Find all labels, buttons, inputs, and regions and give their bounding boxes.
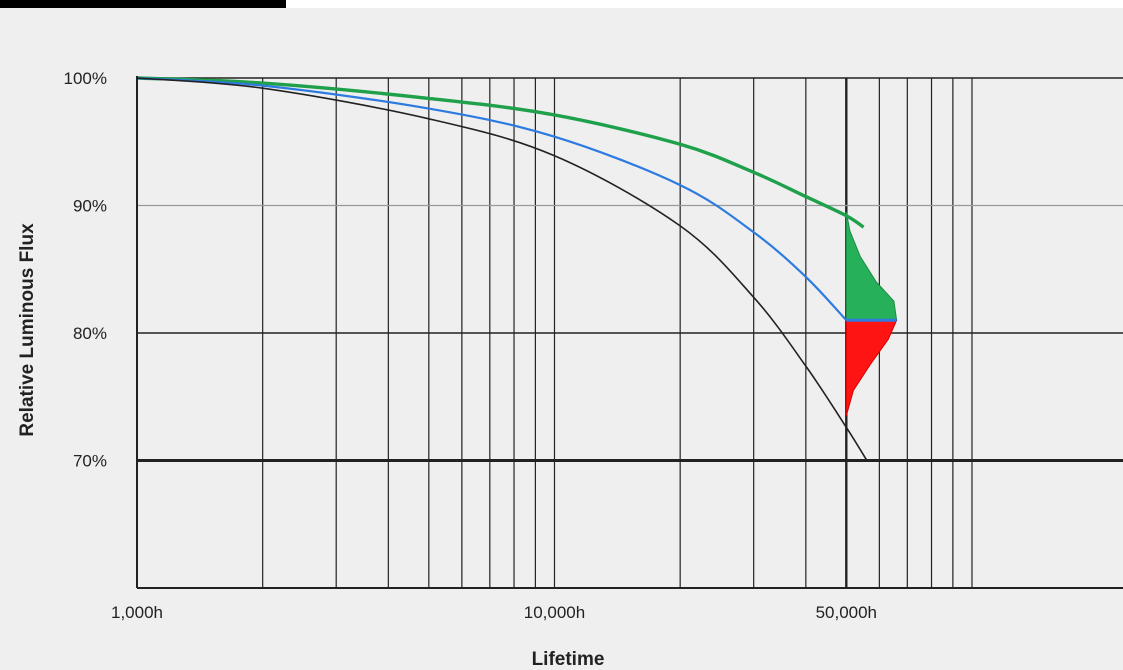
axes bbox=[136, 76, 1123, 589]
distribution-upper bbox=[845, 211, 898, 321]
grid bbox=[136, 77, 1123, 588]
y-tick-label: 100% bbox=[64, 69, 107, 88]
x-tick-label: 10,000h bbox=[524, 603, 585, 622]
x-tick-label: 1,000h bbox=[111, 603, 163, 622]
chart-panel bbox=[0, 8, 1123, 670]
x-axis-title: Lifetime bbox=[532, 649, 605, 670]
y-tick-label: 70% bbox=[73, 452, 107, 471]
series-line-2 bbox=[136, 76, 848, 322]
x-tick-label: 50,000h bbox=[816, 603, 877, 622]
header-strip bbox=[0, 0, 286, 8]
distribution bbox=[845, 211, 898, 417]
distribution-lower bbox=[845, 319, 898, 417]
series-lines bbox=[136, 76, 868, 461]
tick-labels: 100% 90% 80% 70% 1,000h 10,000h 50,000h bbox=[64, 69, 878, 622]
series-line-1 bbox=[136, 76, 865, 229]
y-tick-label: 80% bbox=[73, 324, 107, 343]
y-tick-label: 90% bbox=[73, 197, 107, 216]
y-axis-title: Relative Luminous Flux bbox=[17, 223, 38, 437]
series-line-3 bbox=[136, 77, 868, 461]
